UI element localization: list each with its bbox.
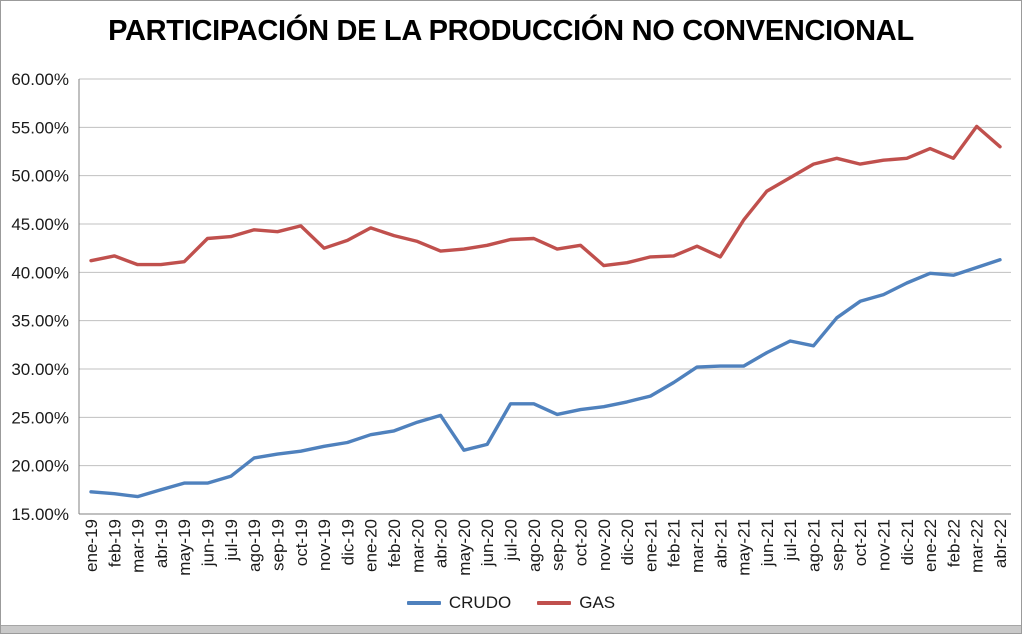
gridlines bbox=[79, 78, 1011, 515]
legend-label-crudo: CRUDO bbox=[448, 593, 512, 612]
x-tick-label: ago-20 bbox=[525, 519, 544, 572]
y-tick-label: 15.00% bbox=[11, 505, 69, 524]
x-tick-label: oct-21 bbox=[851, 519, 870, 566]
x-tick-label: feb-21 bbox=[665, 519, 684, 567]
y-tick-label: 35.00% bbox=[11, 312, 69, 331]
x-tick-label: jun-19 bbox=[199, 519, 218, 567]
x-tick-label: mar-21 bbox=[688, 519, 707, 573]
legend-item-crudo: CRUDO bbox=[406, 593, 512, 613]
x-tick-label: dic-19 bbox=[338, 519, 357, 565]
x-tick-label: feb-19 bbox=[105, 519, 124, 567]
x-tick-label: mar-20 bbox=[408, 519, 427, 573]
x-tick-label: ene-22 bbox=[921, 519, 940, 572]
x-tick-label: sep-21 bbox=[828, 519, 847, 571]
series-line-gas bbox=[89, 124, 1002, 268]
x-tick-label: jul-20 bbox=[502, 519, 521, 562]
chart-title: PARTICIPACIÓN DE LA PRODUCCIÓN NO CONVEN… bbox=[108, 15, 914, 47]
legend-line-sample-gas bbox=[537, 601, 572, 605]
x-tick-label: jul-21 bbox=[781, 519, 800, 562]
y-tick-label: 30.00% bbox=[11, 360, 69, 379]
y-tick-label: 40.00% bbox=[11, 263, 69, 282]
x-tick-label: may-19 bbox=[175, 519, 194, 576]
x-tick-label: nov-20 bbox=[595, 519, 614, 571]
x-tick-label: nov-21 bbox=[874, 519, 893, 571]
window-bottom-edge bbox=[1, 625, 1021, 633]
x-tick-label: abr-21 bbox=[711, 519, 730, 568]
x-tick-label: ene-19 bbox=[82, 519, 101, 572]
x-tick-label: mar-19 bbox=[129, 519, 148, 573]
x-tick-label: ago-19 bbox=[245, 519, 264, 572]
x-tick-label: ene-20 bbox=[362, 519, 381, 572]
legend-line-sample-crudo bbox=[406, 601, 441, 605]
y-axis-labels: 60.00% 55.00% 50.00% 45.00% 40.00% 35.00% 30.0… bbox=[11, 70, 69, 524]
x-tick-label: abr-19 bbox=[152, 519, 171, 568]
x-tick-label: jul-19 bbox=[222, 519, 241, 562]
x-tick-label: sep-20 bbox=[548, 519, 567, 571]
series-line-crudo bbox=[89, 258, 1002, 499]
legend-item-gas: GAS bbox=[537, 593, 615, 613]
y-tick-label: 55.00% bbox=[11, 118, 69, 137]
x-tick-label: feb-22 bbox=[944, 519, 963, 567]
x-tick-label: jun-20 bbox=[478, 519, 497, 567]
x-tick-label: may-20 bbox=[455, 519, 474, 576]
x-axis-labels: ene-19 feb-19 mar-19 abr-19 may-19 jun-19 jul-… bbox=[82, 519, 1010, 576]
x-tick-label: oct-19 bbox=[292, 519, 311, 566]
x-tick-label: ene-21 bbox=[641, 519, 660, 572]
x-tick-label: nov-19 bbox=[315, 519, 334, 571]
x-tick-label: sep-19 bbox=[268, 519, 287, 571]
y-tick-label: 20.00% bbox=[11, 457, 69, 476]
legend-label-gas: GAS bbox=[579, 593, 616, 612]
x-tick-label: oct-20 bbox=[571, 519, 590, 566]
y-tick-label: 25.00% bbox=[11, 408, 69, 427]
x-tick-label: dic-20 bbox=[618, 519, 637, 565]
x-tick-label: abr-22 bbox=[991, 519, 1010, 568]
y-tick-label: 50.00% bbox=[11, 167, 69, 186]
legend: CRUDO GAS bbox=[1, 593, 1021, 613]
x-tick-label: dic-21 bbox=[898, 519, 917, 565]
x-tick-label: feb-20 bbox=[385, 519, 404, 567]
y-tick-label: 45.00% bbox=[11, 215, 69, 234]
x-tick-label: mar-22 bbox=[968, 519, 987, 573]
x-tick-label: ago-21 bbox=[805, 519, 824, 572]
y-tick-label: 60.00% bbox=[11, 70, 69, 89]
x-tick-label: abr-20 bbox=[432, 519, 451, 568]
x-tick-label: jun-21 bbox=[758, 519, 777, 567]
x-tick-label: may-21 bbox=[735, 519, 754, 576]
